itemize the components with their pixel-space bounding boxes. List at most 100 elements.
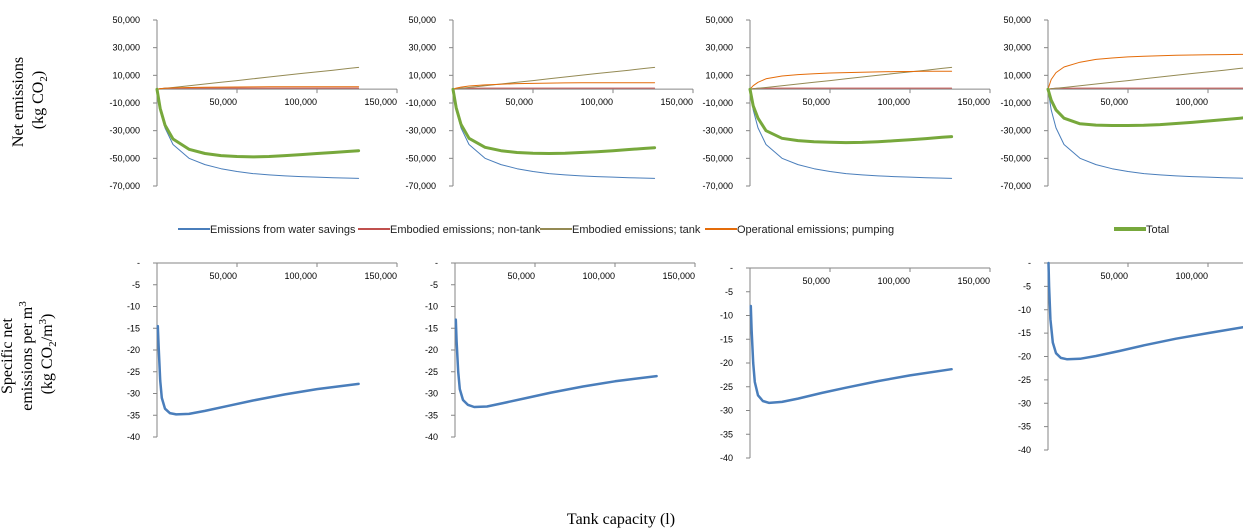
series-line-total-top-1 [155,87,361,159]
y-tick-label: -10 [127,302,140,312]
x-tick-label: 100,000 [582,271,615,281]
y-tick-label: - [435,258,438,268]
series-line-embodied-emissions-tank-top-2 [452,66,656,90]
y-tick-label: -5 [430,280,438,290]
y-tick-label: -15 [127,323,140,333]
x-tick-label: 100,000 [580,97,613,107]
y-tick-label: 30,000 [1003,43,1031,53]
y-tick-label: -35 [425,410,438,420]
y-tick-label: -25 [720,382,733,392]
chart-panel-top-3: 50,000 30,000 10,000 -10,000 -30,000 -50,000 -… [702,15,991,191]
x-tick-label: 100,000 [284,271,317,281]
y-tick-label: 30,000 [112,43,140,53]
y-tick-label: -25 [425,367,438,377]
y-tick-label: -40 [1018,445,1031,455]
series-line-emissions-from-water-savings-bottom-2 [454,318,658,409]
y-tick-label: -10,000 [702,98,733,108]
chart-panel-top-2: 50,000 30,000 10,000 -10,000 -30,000 -50,000 -… [405,15,694,191]
y-axis-title-top: Net emissions (kg CO2) [10,53,50,147]
y-tick-label: -25 [1018,375,1031,385]
y-tick-label: -15 [425,323,438,333]
chart-panel-top-1: 50,000 30,000 10,000 -10,000 -30,000 -50,000 -… [109,15,398,191]
y-tick-label: -30,000 [702,126,733,136]
chart-panel-bottom-2: - -5 -10 -15 -20 -25 -30 -35 -40 50,000 100,000 150… [425,258,696,442]
y-tick-label: -35 [127,410,140,420]
series-line-embodied-emissions-tank-top-3 [749,66,953,90]
y-tick-label: -10,000 [405,98,436,108]
y-tick-label: -30,000 [109,126,140,136]
x-tick-label: 50,000 [1100,97,1128,107]
y-tick-label: -10 [1018,305,1031,315]
x-tick-label: 100,000 [1175,97,1208,107]
y-title-bottom-line2: emissions per m [19,306,36,411]
x-tick-label: 100,000 [1175,271,1208,281]
legend-item-water-savings: Emissions from water savings [178,224,356,236]
series-line-emissions-from-water-savings-top-2 [452,88,656,179]
series-line-operational-emissions-pumping-top-3 [749,70,953,90]
y-tick-label: -30 [425,389,438,399]
y-tick-label: -70,000 [405,181,436,191]
y-tick-label: -10 [720,311,733,321]
y-tick-label: -5 [1023,281,1031,291]
y-tick-label: -70,000 [702,181,733,191]
legend-label-embodied-non-tank: Embodied emissions; non-tank [390,224,541,236]
y-tick-label: -20 [720,358,733,368]
y-tick-label: -30,000 [405,126,436,136]
y-tick-label: -15 [1018,328,1031,338]
y-tick-label: -70,000 [1000,181,1031,191]
y-tick-label: - [730,263,733,273]
y-tick-label: 50,000 [408,15,436,25]
y-tick-label: 30,000 [408,43,436,53]
y-tick-label: 10,000 [705,70,733,80]
x-tick-label: 150,000 [660,97,693,107]
legend-item-total: Total [1114,224,1169,236]
y-tick-label: -35 [1018,422,1031,432]
y-tick-label: -20 [425,345,438,355]
y-tick-label: - [137,258,140,268]
legend-label-water-savings: Emissions from water savings [210,224,356,236]
y-tick-label: -50,000 [109,153,140,163]
y-tick-label: -30 [127,389,140,399]
series-line-emissions-from-water-savings-bottom-3 [749,304,953,405]
y-title-top-sub: 2 [38,76,50,82]
y-tick-label: 10,000 [112,70,140,80]
legend: Emissions from water savings Embodied em… [178,224,1169,236]
x-tick-label: 150,000 [957,276,990,286]
y-tick-label: -35 [720,429,733,439]
y-tick-label: -40 [425,432,438,442]
series-line-operational-emissions-pumping-top-2 [452,82,656,90]
legend-label-total: Total [1146,224,1169,236]
y-tick-label: -30 [1018,398,1031,408]
x-tick-label: 100,000 [284,97,317,107]
x-tick-label: 150,000 [364,97,397,107]
chart-panel-top-4: 50,000 30,000 10,000 -10,000 -30,000 -50,000 -… [1000,15,1243,191]
legend-item-embodied-tank: Embodied emissions; tank [540,224,701,236]
y-tick-label: -30,000 [1000,126,1031,136]
series-line-total-top-2 [451,87,657,155]
series-line-emissions-from-water-savings-bottom-1 [156,324,360,416]
y-tick-label: -5 [132,280,140,290]
y-tick-label: 50,000 [705,15,733,25]
y-tick-label: -70,000 [109,181,140,191]
series-line-total-top-4 [1046,87,1243,127]
y-title-bottom-close: ) [39,314,56,319]
series-line-embodied-emissions-tank-top-1 [156,66,360,90]
y-tick-label: -40 [127,432,140,442]
y-tick-label: -10,000 [1000,98,1031,108]
y-axis-title-bottom: Specific net emissions per m3 (kg CO2/m3… [0,297,59,411]
x-tick-label: 150,000 [364,271,397,281]
x-tick-label: 100,000 [877,276,910,286]
y-tick-label: -20 [1018,352,1031,362]
y-title-bottom-sup2: 3 [37,318,49,324]
legend-label-operational-pumping: Operational emissions; pumping [737,224,894,236]
chart-panel-bottom-1: - -5 -10 -15 -20 -25 -30 -35 -40 50,000 100,000 150… [127,258,398,442]
x-tick-label: 50,000 [209,97,237,107]
y-tick-label: - [1028,258,1031,268]
x-tick-label: 50,000 [209,271,237,281]
x-tick-label: 150,000 [957,97,990,107]
y-tick-label: 30,000 [705,43,733,53]
chart-panel-bottom-4: --5-10-15-20-25-30-35-4050,000100,000150… [1018,258,1243,455]
legend-label-embodied-tank: Embodied emissions; tank [572,224,701,236]
y-title-bottom-sub: 2 [47,341,59,347]
y-tick-label: -5 [725,287,733,297]
